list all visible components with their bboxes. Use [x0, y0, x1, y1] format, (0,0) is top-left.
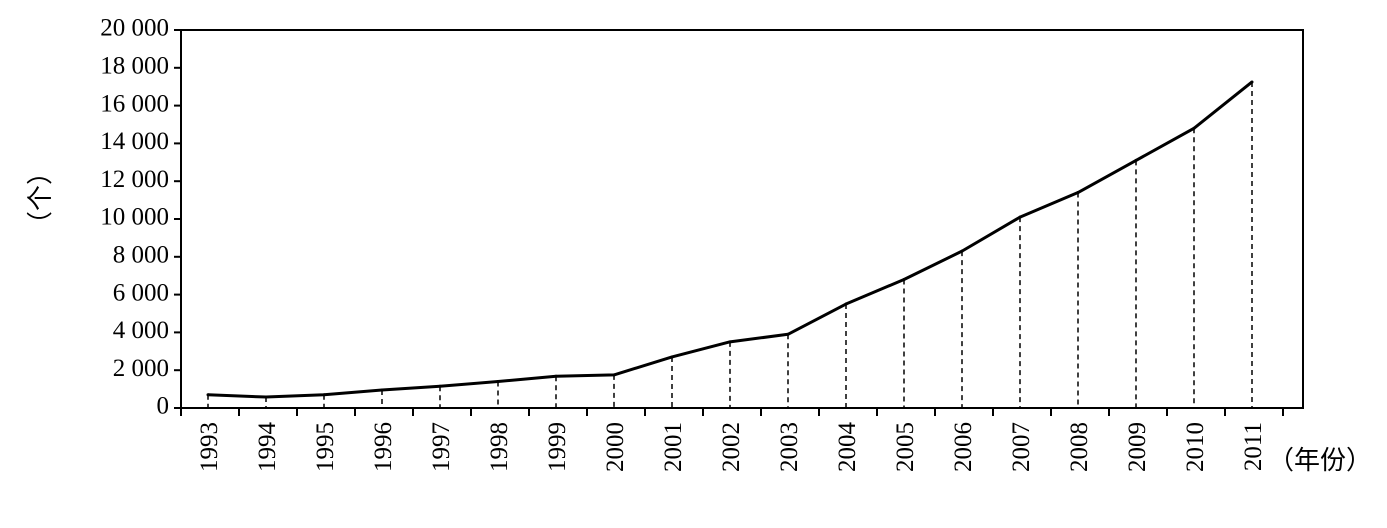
data-point — [1192, 126, 1196, 130]
x-tick-label: 2008 — [1066, 422, 1093, 472]
x-tick-label: 2004 — [834, 422, 861, 473]
y-tick-label: 16 000 — [100, 90, 169, 117]
y-tick-label: 12 000 — [100, 166, 169, 193]
data-point — [1018, 215, 1022, 219]
plot-frame — [180, 29, 1304, 409]
y-tick-label: 14 000 — [100, 128, 169, 155]
x-tick-label: 1995 — [312, 422, 339, 472]
drop-lines — [207, 81, 1253, 408]
data-point — [612, 373, 616, 377]
data-point — [438, 384, 442, 388]
x-tick-label: 2002 — [718, 422, 745, 472]
x-axis: 1993 1994 1995 1996 1997 1998 1999 2000 2001 2002… — [180, 408, 1284, 473]
data-point — [322, 393, 326, 397]
series-line — [207, 80, 1253, 399]
data-point — [844, 302, 848, 306]
x-tick-label: 2000 — [602, 422, 629, 472]
x-tick-label: 2001 — [660, 422, 687, 472]
y-tick-label: 18 000 — [100, 53, 169, 80]
data-point — [902, 277, 906, 281]
data-point — [1250, 80, 1254, 84]
data-point — [786, 332, 790, 336]
y-tick-label: 0 — [157, 393, 170, 420]
x-tick-label: 1994 — [254, 422, 281, 473]
data-point — [670, 355, 674, 359]
data-point — [206, 393, 210, 397]
x-tick-label: 2010 — [1182, 422, 1209, 472]
data-point — [264, 395, 268, 399]
x-axis-title: （年份） — [1268, 446, 1372, 476]
y-tick-label: 6 000 — [113, 279, 169, 306]
y-tick-label: 10 000 — [100, 204, 169, 231]
data-point — [554, 374, 558, 378]
y-tick-label: 2 000 — [113, 355, 169, 382]
y-axis: 0 2 000 4 000 6 000 8 000 10 000 12 000 14 000 1… — [100, 15, 181, 420]
data-point — [1076, 191, 1080, 195]
data-point — [380, 388, 384, 392]
x-tick-label: 1999 — [544, 422, 571, 472]
y-tick-label: 4 000 — [113, 317, 169, 344]
x-tick-label: 1996 — [370, 422, 397, 472]
x-tick-label: 2011 — [1240, 422, 1267, 471]
y-axis-title: （个） — [26, 159, 56, 237]
x-tick-label: 2009 — [1124, 422, 1151, 472]
y-tick-label: 20 000 — [100, 15, 169, 42]
data-point — [960, 249, 964, 253]
x-tick-label: 1993 — [196, 422, 223, 472]
data-point — [728, 340, 732, 344]
x-tick-label: 2005 — [892, 422, 919, 472]
data-point — [496, 380, 500, 384]
y-tick-label: 8 000 — [113, 242, 169, 269]
x-tick-label: 2006 — [950, 422, 977, 472]
series-layer — [206, 80, 1254, 399]
x-tick-label: 1997 — [428, 422, 455, 472]
data-point — [1134, 158, 1138, 162]
x-tick-label: 2007 — [1008, 422, 1035, 472]
x-tick-label: 2003 — [776, 422, 803, 472]
x-tick-label: 1998 — [486, 422, 513, 472]
